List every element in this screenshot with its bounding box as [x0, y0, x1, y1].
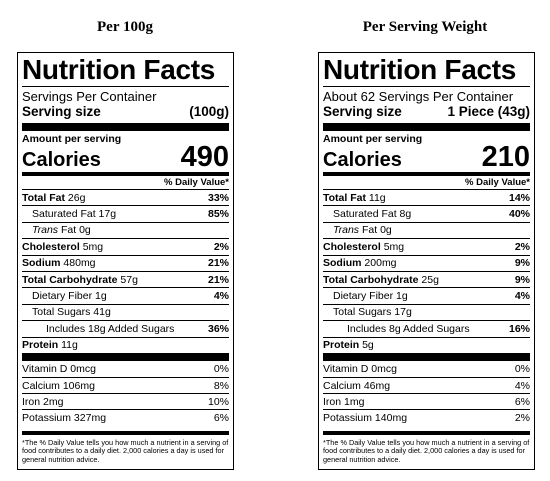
nutrient-row-total-sugars: Total Sugars 17g	[323, 303, 530, 320]
nutrient-row-cholesterol: Cholesterol 5mg 2%	[22, 238, 229, 254]
calories-label: Calories	[22, 149, 101, 171]
serving-size-label: Serving size	[323, 104, 402, 119]
column-heading-per-serving: Per Serving Weight	[362, 19, 488, 35]
nutrient-row-dietary-fiber: Dietary Fiber 1g 4%	[323, 287, 530, 303]
nutrient-row-vitamin-d: Vitamin D 0mcg 0%	[323, 363, 530, 375]
daily-value-header: % Daily Value*	[465, 177, 530, 188]
nutrient-row-sodium: Sodium 200mg 9%	[323, 254, 530, 271]
nutrient-row-saturated-fat: Saturated Fat 8g 40%	[323, 205, 530, 221]
nutrient-row-sodium: Sodium 480mg 21%	[22, 254, 229, 271]
nutrient-row-protein: Protein 11g	[22, 336, 229, 353]
nutrition-label-per-serving: Nutrition Facts About 62 Servings Per Co…	[318, 52, 535, 470]
nutrient-row-iron: Iron 2mg 10%	[22, 393, 229, 409]
serving-size-value: 1 Piece (43g)	[447, 104, 530, 119]
nutrient-row-added-sugars: Includes 8g Added Sugars 16%	[323, 320, 530, 336]
daily-value-footnote: *The % Daily Value tells you how much a …	[22, 430, 229, 465]
calories-value: 490	[180, 141, 229, 173]
nutrient-row-cholesterol: Cholesterol 5mg 2%	[323, 238, 530, 254]
nutrient-row-trans-fat: Trans Fat 0g	[22, 221, 229, 238]
column-heading-per-100g: Per 100g	[97, 19, 153, 35]
servings-per-container: About 62 Servings Per Container	[323, 89, 514, 104]
nutrient-row-total-fat: Total Fat 11g 14%	[323, 189, 530, 205]
nutrient-row-total-sugars: Total Sugars 41g	[22, 303, 229, 320]
calories-label: Calories	[323, 149, 402, 171]
nutrient-row-iron: Iron 1mg 6%	[323, 393, 530, 409]
label-title: Nutrition Facts	[323, 54, 517, 85]
nutrition-label-per-100g: Nutrition Facts Servings Per Container S…	[17, 52, 234, 470]
nutrient-row-vitamin-d: Vitamin D 0mcg 0%	[22, 363, 229, 375]
nutrient-row-saturated-fat: Saturated Fat 17g 85%	[22, 205, 229, 221]
nutrient-row-potassium: Potassium 327mg 6%	[22, 409, 229, 425]
nutrient-row-potassium: Potassium 140mg 2%	[323, 409, 530, 425]
daily-value-header: % Daily Value*	[164, 177, 229, 188]
calories-row: Calories 210	[323, 141, 530, 173]
nutrient-row-calcium: Calcium 46mg 4%	[323, 377, 530, 393]
serving-size-row: Serving size (100g)	[22, 104, 229, 120]
serving-size-row: Serving size 1 Piece (43g)	[323, 104, 530, 120]
nutrient-row-total-fat: Total Fat 26g 33%	[22, 189, 229, 205]
servings-per-container: Servings Per Container	[22, 89, 157, 104]
serving-size-label: Serving size	[22, 104, 101, 119]
nutrient-row-dietary-fiber: Dietary Fiber 1g 4%	[22, 287, 229, 303]
label-title: Nutrition Facts	[22, 54, 216, 85]
calories-value: 210	[481, 141, 530, 173]
serving-size-value: (100g)	[189, 104, 229, 119]
nutrient-row-calcium: Calcium 106mg 8%	[22, 377, 229, 393]
nutrient-row-protein: Protein 5g	[323, 336, 530, 353]
amount-per-serving: Amount per serving	[323, 133, 423, 145]
amount-per-serving: Amount per serving	[22, 133, 122, 145]
daily-value-footnote: *The % Daily Value tells you how much a …	[323, 430, 530, 465]
nutrient-row-trans-fat: Trans Fat 0g	[323, 221, 530, 238]
nutrient-row-total-carbohydrate: Total Carbohydrate 57g 21%	[22, 270, 229, 287]
nutrient-row-added-sugars: Includes 18g Added Sugars 36%	[22, 320, 229, 336]
nutrient-row-total-carbohydrate: Total Carbohydrate 25g 9%	[323, 270, 530, 287]
calories-row: Calories 490	[22, 141, 229, 173]
